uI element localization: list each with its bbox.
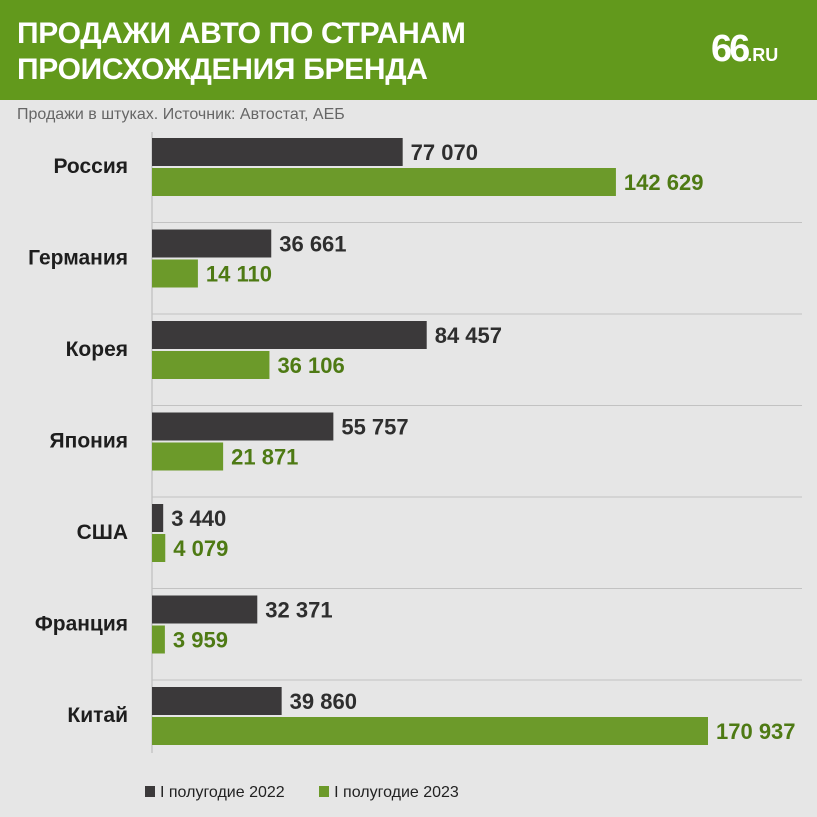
data-label: 3 440 <box>171 506 226 531</box>
bar <box>152 351 270 379</box>
data-label: 55 757 <box>341 415 408 440</box>
category-label: США <box>77 521 128 544</box>
bar <box>152 229 272 258</box>
category-label: Германия <box>28 247 128 270</box>
logo-number: 66 <box>711 28 750 70</box>
data-label: 21 871 <box>231 445 298 470</box>
legend-item-2022: I полугодие 2022 <box>145 784 285 802</box>
bar <box>152 687 282 715</box>
chart-subtitle: Продажи в штуках. Источник: Автостат, АЕ… <box>17 106 345 123</box>
bar <box>152 504 164 532</box>
site-logo[interactable]: 66.RU <box>711 28 778 71</box>
category-label: Япония <box>50 430 128 453</box>
legend-label-2023: I полугодие 2023 <box>334 784 459 801</box>
legend: I полугодие 2022 I полугодие 2023 <box>145 784 489 802</box>
bar <box>152 259 198 288</box>
data-label: 3 959 <box>173 628 228 653</box>
legend-swatch-2022 <box>145 786 155 797</box>
legend-item-2023: I полугодие 2023 <box>319 784 459 802</box>
legend-swatch-2023 <box>319 786 330 797</box>
chart-title-line-1: ПРОДАЖИ АВТО ПО СТРАНАМ <box>17 17 466 50</box>
data-label: 36 661 <box>279 232 346 257</box>
bar <box>152 168 616 196</box>
bar <box>152 138 403 166</box>
data-label: 36 106 <box>277 353 344 378</box>
data-label: 170 937 <box>716 719 796 744</box>
data-label: 4 079 <box>173 536 228 561</box>
header-banner: ПРОДАЖИ АВТО ПО СТРАНАМ ПРОИСХОЖДЕНИЯ БР… <box>0 0 817 100</box>
category-label: Корея <box>66 338 128 361</box>
data-label: 32 371 <box>265 598 332 623</box>
bar <box>152 717 708 745</box>
bar <box>152 534 166 562</box>
data-label: 14 110 <box>206 262 272 287</box>
bar <box>152 321 427 349</box>
data-label: 84 457 <box>435 323 502 348</box>
category-label: Россия <box>53 155 128 178</box>
category-label: Франция <box>35 613 128 636</box>
bar <box>152 412 334 441</box>
bar <box>152 595 258 624</box>
bar <box>152 625 165 654</box>
bar <box>152 442 224 471</box>
data-label: 77 070 <box>411 140 478 165</box>
logo-domain: .RU <box>747 45 779 65</box>
chart-title-line-2: ПРОИСХОЖДЕНИЯ БРЕНДА <box>17 53 428 86</box>
category-label: Китай <box>67 704 128 727</box>
legend-label-2022: I полугодие 2022 <box>160 784 285 801</box>
data-label: 142 629 <box>624 170 704 195</box>
data-label: 39 860 <box>290 689 357 714</box>
